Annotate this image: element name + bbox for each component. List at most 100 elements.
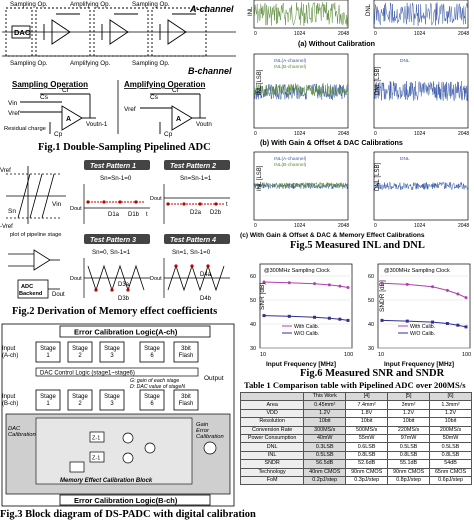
vref-label-1: Vref bbox=[8, 110, 20, 117]
stage-b6-n: 6 bbox=[150, 401, 154, 407]
cf-label-2: Cf bbox=[172, 87, 179, 94]
sndr-xlabel: Input Frequency [MHz] bbox=[384, 361, 454, 368]
snr-data-point bbox=[346, 286, 350, 290]
stage-b3-n: 3 bbox=[110, 401, 114, 407]
panel-a bbox=[253, 0, 469, 29]
table-cell: 1.2V bbox=[387, 408, 431, 419]
table-header-row: This Work [4] [5] [6] bbox=[239, 391, 472, 402]
inl-axis-c: INL [LSB] bbox=[257, 165, 263, 191]
table1-caption: Table 1 Comparison table with Pipelined … bbox=[244, 380, 466, 390]
sndr-data-point bbox=[445, 322, 449, 326]
stage-b1: Stage bbox=[40, 394, 56, 400]
snr-legend bbox=[282, 325, 292, 334]
sampling-op-1-label: Sampling Op. bbox=[10, 1, 48, 8]
input-b-label: Input bbox=[2, 394, 16, 400]
legend-g: G: gain of each stage bbox=[130, 378, 179, 384]
table-cell: 10bit bbox=[387, 417, 431, 427]
a-channel-label: A-channel bbox=[189, 4, 234, 14]
table-cell: 0.6LSB bbox=[345, 442, 389, 452]
dout-label: Dout bbox=[52, 292, 65, 298]
row-label-cell: Power Consumption bbox=[239, 433, 305, 444]
row-label-cell: SNDR bbox=[239, 459, 305, 469]
stage-b2: Stage bbox=[72, 394, 88, 400]
z1-label-1: Z-1 bbox=[92, 436, 100, 442]
pipeline-note: plot of pipeline stage bbox=[10, 232, 61, 238]
legend-inl-a-c: INL(A-channel) bbox=[274, 156, 307, 162]
fig6-snr-sndr: @300MHz Sampling Clock @300MHz Sampling … bbox=[250, 263, 471, 368]
tick-1024-b1: 1024 bbox=[294, 131, 305, 137]
snr-xtick: 100 bbox=[344, 352, 353, 358]
tick-1024-a2: 1024 bbox=[414, 31, 425, 37]
table-row: Area 0.45mm² 7.4mm² 3mm² 1.3mm² bbox=[239, 400, 472, 410]
adc-backend-label-2: Backend bbox=[19, 291, 43, 297]
table-cell: 3mm² bbox=[387, 400, 431, 410]
sndr-xtick: 10 bbox=[378, 352, 384, 358]
d2b-label: D2b bbox=[210, 210, 222, 216]
panel-c bbox=[253, 151, 469, 221]
table-cell: 97mW bbox=[387, 433, 431, 444]
adc-backend-label: ADC bbox=[21, 284, 33, 290]
tick-0-a2: 0 bbox=[374, 31, 377, 37]
tick-2048-b2: 2048 bbox=[458, 131, 469, 137]
table-cell: 65nm CMOS bbox=[429, 467, 472, 477]
cp-label-2: Cp bbox=[164, 131, 173, 138]
neg-vref-axis-label: -Vref bbox=[0, 224, 13, 230]
table-cell: 200MS/s bbox=[429, 425, 472, 435]
table-cell: 300MS/s bbox=[303, 425, 347, 435]
sub-c-caption: (c) With Gain & Offset & DAC & Memory Ef… bbox=[240, 232, 425, 239]
tick-1024-c1: 1024 bbox=[294, 223, 305, 229]
stage-a1: Stage bbox=[40, 346, 56, 352]
cs-label-1: Cs bbox=[40, 94, 49, 101]
d4a-label: D4a bbox=[200, 272, 212, 278]
sndr-ytick: 50 bbox=[368, 298, 374, 304]
snr-data-point bbox=[327, 316, 331, 320]
table-cell: 1.3mm² bbox=[429, 400, 472, 410]
snr-ytick: 30 bbox=[250, 346, 256, 352]
sndr-ytick: 40 bbox=[368, 322, 374, 328]
dac-logic-label: DAC Control Logic (stage1~stage6) bbox=[40, 371, 135, 377]
row-label-cell: FoM bbox=[239, 475, 305, 486]
amplifying-op-2-label: Amplifying Op. bbox=[70, 60, 111, 67]
sndr-data-point bbox=[431, 320, 435, 324]
table-cell: 0.5LSB bbox=[303, 450, 347, 461]
table-cell: 0.8LSB bbox=[429, 450, 472, 461]
ecl-b-label: Error Calibration Logic(B-ch) bbox=[74, 496, 178, 505]
d4b-label: D4b bbox=[200, 296, 212, 302]
table-row: INL 0.5LSB 0.8LSB 0.8LSB 0.8LSB bbox=[239, 450, 472, 461]
stage-a3-n: 3 bbox=[110, 353, 114, 359]
dnl-axis-a: DNL bbox=[366, 3, 372, 16]
vin-axis-label: Vin bbox=[52, 201, 62, 208]
table-cell: 52.6dB bbox=[345, 459, 389, 469]
sub-b-caption: (b) With Gain & Offset & DAC Calibration… bbox=[260, 138, 403, 147]
stage-b6: Stage bbox=[144, 394, 160, 400]
cs-label-2: Cs bbox=[150, 94, 159, 101]
cp-label-1: Cp bbox=[54, 131, 63, 138]
vin-label: Vin bbox=[8, 100, 18, 107]
table-cell: 1.8V bbox=[345, 408, 389, 419]
stage-b3: Stage bbox=[104, 394, 120, 400]
table-header: [4] bbox=[345, 391, 389, 402]
snr-data-point bbox=[313, 315, 317, 319]
sampling-op-2-label: Sampling Op. bbox=[132, 1, 170, 8]
table-header bbox=[239, 391, 305, 402]
dout-axis-1: Dout bbox=[70, 206, 82, 212]
tick-1024-c2: 1024 bbox=[414, 223, 425, 229]
snr-data-point bbox=[287, 314, 291, 318]
snr-data-point bbox=[262, 280, 266, 284]
table-row: Conversion Rate 300MS/s 500MS/s 220MS/s 200M… bbox=[239, 425, 472, 435]
sndr-data-point bbox=[431, 285, 435, 289]
inl-axis-a: INL bbox=[248, 6, 254, 16]
dac-cal-label: DAC bbox=[8, 426, 21, 432]
table-header: This Work bbox=[303, 391, 347, 402]
clock-label-2: @300MHz Sampling Clock bbox=[384, 268, 450, 274]
s-axis-label: Sn bbox=[8, 208, 16, 215]
snr-legend-with: With Calib. bbox=[294, 324, 319, 330]
t-axis-1: t bbox=[146, 212, 148, 218]
a-label-1: A bbox=[66, 116, 71, 123]
flash-b-2: Flash bbox=[179, 401, 194, 407]
snr-ytick: 50 bbox=[250, 298, 256, 304]
dout-axis-3: Dout bbox=[70, 276, 82, 282]
comparison-table: This Work [4] [5] [6] Area 0.45mm² 7.4mm² 3… bbox=[239, 391, 472, 486]
table-cell: 0.3LSB bbox=[303, 442, 347, 452]
